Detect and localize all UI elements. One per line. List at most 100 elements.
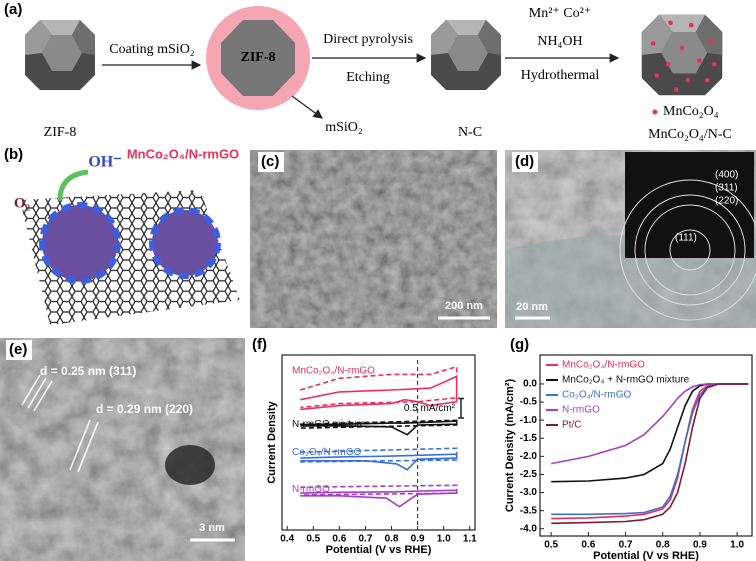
panel-a: (a) ZIF-8 Coating mSiO₂ ZIF-8 Direct pyr… [4,1,732,142]
panel-label: (d) [515,153,534,170]
product-crystal [641,14,723,96]
scale-label: 200 nm [445,300,483,312]
series-label: N-rmGO [292,484,330,495]
label: Coating mSiO₂ [109,42,195,57]
particle [165,445,215,485]
panel-e: (e) d = 0.25 nm (311) d = 0.29 nm (220) … [0,338,245,561]
panel-label: (a) [4,1,22,18]
legend-label: MnCo₂O₄ + N-rmGO mixture [562,375,690,386]
saed-rings [619,179,756,321]
arrow [57,169,89,201]
y-tick-label: -4.0 [520,523,538,534]
label-box [258,152,284,172]
legend-label: N-rmGO [562,405,600,416]
series-line [300,375,458,411]
y-tick-label: -1.0 [520,415,538,426]
particle [39,202,121,284]
y-tick-label: 0.0 [523,379,537,390]
label: ZIF-8 [241,50,276,65]
x-tick-label: 0.9 [411,534,425,545]
sem-image [250,150,497,328]
fringe-lines [21,374,99,473]
label-box [6,340,32,360]
label: Etching [346,70,390,85]
x-tick-label: 0.6 [581,540,595,551]
annotation: d = 0.25 nm (311) [40,364,136,378]
panel-d: (400) (311) (220) (111) (d) 20 nm [505,150,756,328]
label: (311) [715,183,738,194]
particle [149,207,221,279]
y-tick-label: -3.5 [520,505,538,516]
x-tick-label: 1.0 [730,540,744,551]
y-tick-label: -2.5 [520,469,538,480]
x-tick-label: 0.5 [306,534,320,545]
n2-line [300,484,458,496]
label-box [512,152,538,172]
x-tick-label: 0.6 [332,534,346,545]
label: MnCo₂O₄/N-C [648,127,732,142]
label: MnCo₂O₄/N-rmGO [127,146,239,161]
series-label: Co₃O₄/N-rmGO [292,447,361,458]
x-tick-label: 0.8 [385,534,399,545]
label: Mn²⁺ Co²⁺ [529,6,591,21]
legend-label: Co₃O₄/N-rmGO [562,390,631,401]
x-tick-label: 0.7 [619,540,633,551]
panel-label: (c) [261,153,279,170]
label: NH₄OH [537,34,582,49]
x-axis-label: Potential (V vs RHE) [326,544,432,556]
legend-label: MnCo₂O₄/N-rmGO [562,360,645,371]
label: mSiO₂ [325,120,363,135]
label: MnCo₂O₄ [663,104,719,119]
label: Direct pyrolysis [323,32,413,47]
x-tick-label: 0.8 [656,540,670,551]
x-tick-label: 0.9 [693,540,707,551]
x-tick-label: 1.0 [437,534,451,545]
label: ZIF-8 [44,125,77,140]
label: OH⁻ [88,154,121,171]
label: N-C [458,125,482,140]
x-axis-label: Potential (V vs RHE) [593,550,699,561]
plot-frame [539,354,753,537]
nc-crystal [431,20,501,90]
panel-label: (b) [4,146,23,163]
panel-b: (b) OH⁻ O₂ MnCo₂O₄/N-rmGO [4,146,240,325]
x-tick-label: 1.1 [463,534,477,545]
label: (220) [715,196,738,207]
legend-label: Pt/C [562,420,581,431]
series-line [551,383,749,516]
scale-label: 3 nm [199,522,225,534]
tint [250,150,497,328]
zif8-crystal [25,20,95,90]
annotation: d = 0.29 nm (220) [96,402,193,416]
panel-label: (e) [9,341,27,358]
scale-label: 0.5 mA/cm² [404,403,456,414]
zif8-core [221,20,295,96]
n2-line [300,365,458,409]
y-tick-label: -2.0 [520,451,538,462]
series-label: N-rmGO mixture [292,419,366,430]
scale-label: 20 nm [516,301,548,313]
y-tick-label: -1.5 [520,433,538,444]
label: (400) [715,170,738,181]
label: O₂ [14,195,31,211]
y-axis-label: Current Density [266,400,278,483]
panel-label: (f) [252,336,267,353]
panel-c: (c) 200 nm [250,150,497,328]
arrow [291,95,323,119]
series-label: MnCo₂O₄/N-rmGO [292,365,375,376]
y-axis-label: Current Density (mA/cm²) [504,379,516,513]
plot-frame [281,354,476,531]
x-tick-label: 0.5 [544,540,558,551]
y-tick-label: -0.5 [520,397,538,408]
x-tick-label: 0.7 [359,534,373,545]
legend-dot [652,109,658,115]
series-line [300,453,458,471]
label: Hydrothermal [521,68,600,83]
x-tick-label: 0.4 [280,534,294,545]
y-tick-label: -3.0 [520,487,538,498]
series-line [551,383,749,525]
scale-bar [458,397,464,419]
n2-line [300,447,458,463]
label: (111) [675,233,697,244]
